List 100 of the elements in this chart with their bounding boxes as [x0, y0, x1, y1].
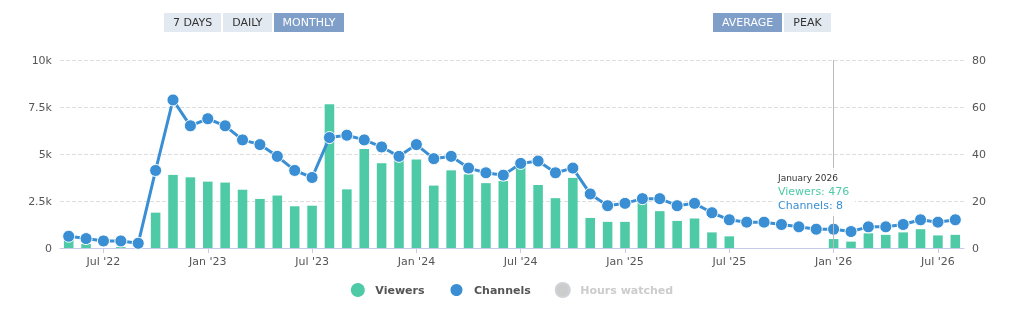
point [166, 93, 180, 107]
x-tick-label: Jul '24 [502, 255, 538, 268]
point [740, 215, 754, 229]
point [601, 199, 615, 213]
point [566, 161, 580, 175]
bar [289, 206, 300, 248]
bar [880, 234, 891, 248]
bar [863, 233, 874, 248]
bar [950, 234, 961, 248]
bar [150, 212, 161, 248]
point [183, 119, 197, 133]
bar [915, 229, 926, 248]
x-tick-label: Jul '22 [85, 255, 121, 268]
legend-label: Viewers [375, 283, 425, 297]
bar [585, 217, 596, 248]
bar [168, 174, 178, 248]
point [809, 222, 823, 236]
y2-tick-label: 20 [972, 194, 986, 208]
point [670, 199, 684, 213]
point [236, 133, 250, 147]
point [288, 163, 302, 177]
x-tick-label: Jul '26 [920, 255, 955, 268]
y2-tick-label: 80 [972, 53, 986, 67]
point [79, 232, 93, 246]
bar [463, 174, 474, 248]
point [305, 171, 319, 184]
point [322, 131, 336, 145]
point [583, 187, 597, 201]
point [948, 213, 962, 227]
bar [620, 221, 630, 248]
x-tick-label: Jan '26 [813, 255, 853, 268]
annotation: January 2026 [778, 172, 839, 185]
annotation: Channels: 8 [778, 199, 845, 213]
x-tick-label: Jan '24 [396, 255, 436, 268]
point [131, 236, 145, 250]
bar [724, 236, 735, 248]
bar [550, 198, 561, 248]
text: MONTHLY [273, 13, 345, 32]
point [879, 220, 893, 234]
point [705, 206, 719, 220]
point [844, 225, 858, 239]
y2-tick-label: 40 [972, 147, 986, 161]
y2-tick-label: 0 [972, 241, 979, 255]
bar [672, 220, 682, 248]
text: PEAK [784, 13, 831, 32]
bar [602, 221, 613, 248]
point [514, 156, 528, 170]
point [462, 161, 476, 175]
x-tick-label: Jul '23 [294, 255, 329, 268]
point [357, 133, 371, 147]
annotation: Viewers: 476 [778, 185, 850, 199]
bar [568, 177, 578, 248]
point [409, 138, 423, 152]
bar [428, 185, 439, 248]
bar [933, 235, 943, 248]
point [218, 119, 232, 133]
point [201, 112, 215, 126]
point [531, 154, 545, 168]
point [774, 218, 788, 231]
x-tick-label: Jan '25 [605, 255, 644, 268]
bar [359, 149, 370, 248]
bar [411, 159, 422, 248]
bar [533, 185, 543, 248]
point [861, 220, 875, 234]
point [792, 220, 806, 234]
point [722, 213, 736, 227]
bar [481, 183, 491, 248]
point [96, 234, 110, 248]
bar [307, 205, 317, 248]
point [496, 168, 510, 182]
point [931, 215, 945, 229]
bar [202, 181, 213, 248]
point [392, 149, 406, 163]
point [688, 196, 702, 210]
bar [376, 163, 387, 248]
bar [654, 211, 665, 248]
point [914, 213, 928, 227]
bar [185, 177, 196, 248]
point [270, 149, 284, 163]
bar [237, 189, 248, 248]
bar [898, 232, 908, 248]
bar [255, 198, 265, 248]
point [62, 229, 76, 243]
bar [342, 189, 352, 248]
y2-tick-label: 60 [972, 100, 986, 114]
y-tick-label: 7.5k [28, 100, 53, 114]
point [618, 196, 632, 210]
legend-label: Channels [473, 283, 532, 297]
point [479, 166, 493, 180]
bar [498, 181, 509, 248]
point [653, 192, 667, 206]
point [757, 215, 771, 229]
text: AVERAGE [713, 13, 783, 32]
y-tick-label: 0 [45, 241, 52, 255]
point [896, 218, 910, 231]
point [114, 234, 128, 248]
bar [689, 218, 700, 248]
x-tick-label: Jan '23 [188, 255, 227, 268]
text: 7 DAYS [164, 13, 222, 32]
x-tick-label: Jul '25 [711, 255, 747, 268]
